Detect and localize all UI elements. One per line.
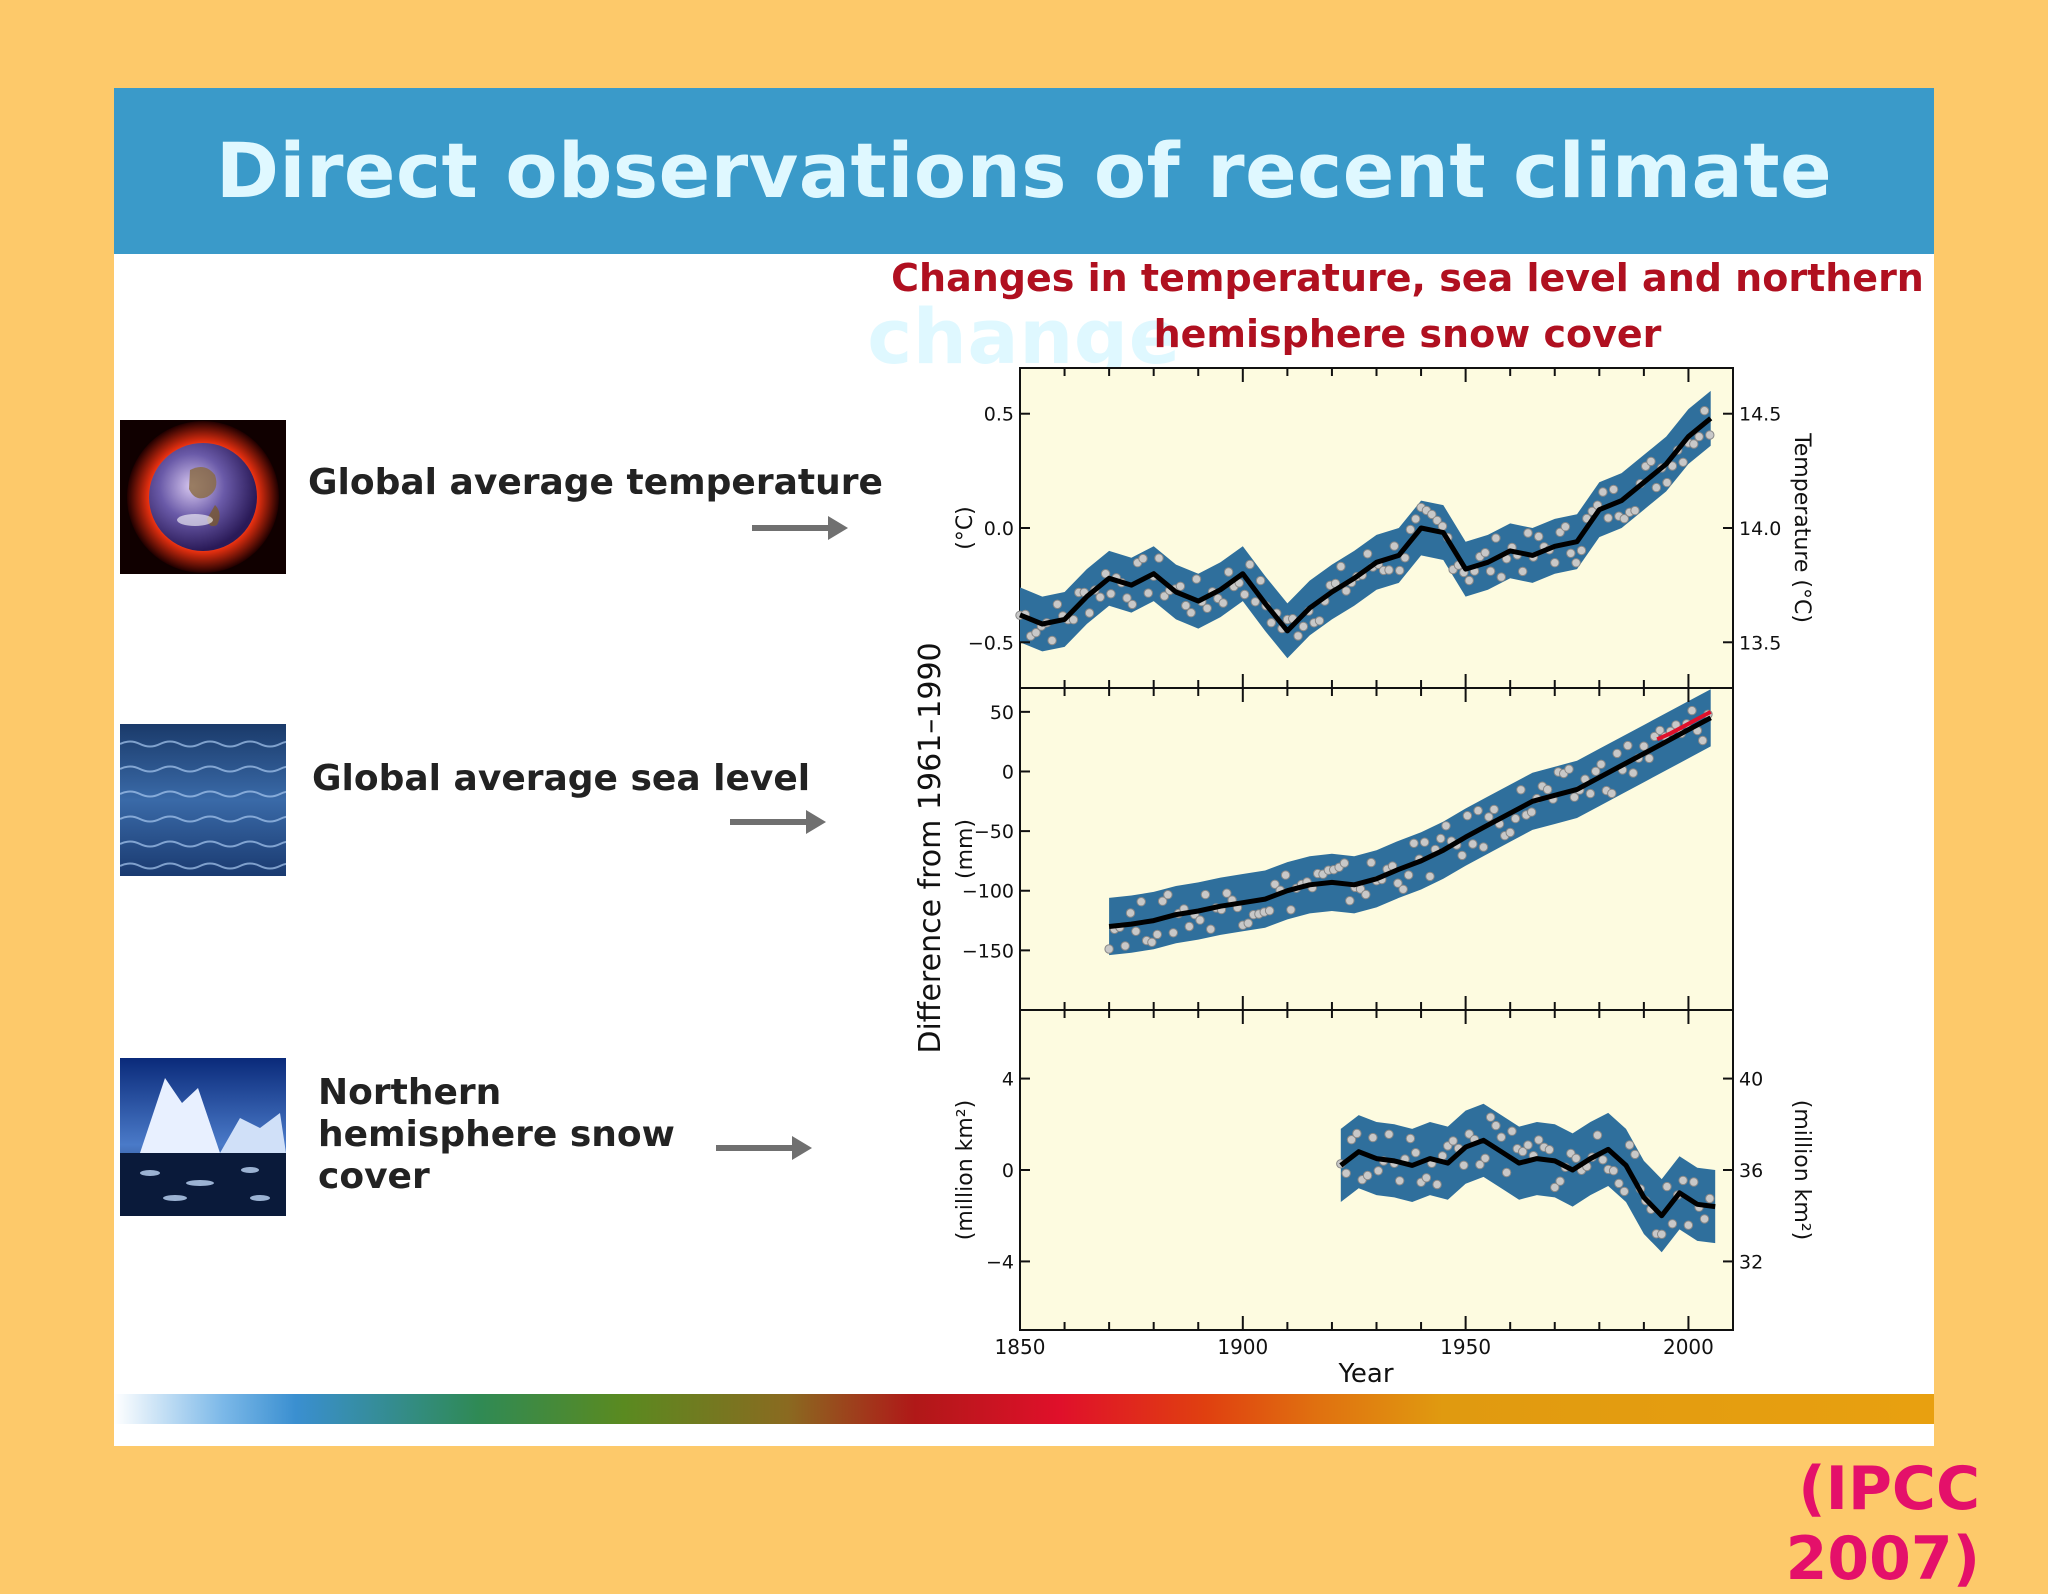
iceberg-image: [120, 1058, 286, 1216]
citation: (IPCC 2007): [1785, 1454, 1980, 1594]
title-bar: [114, 88, 1934, 254]
snow-cover-label: Northern hemisphere snow cover: [318, 1072, 675, 1197]
temperature-label: Global average temperature: [308, 462, 883, 503]
slide-title: Direct observations of recent climate ch…: [215, 126, 1833, 381]
arrow-right-icon: [752, 516, 848, 540]
sea-level-label: Global average sea level: [312, 758, 811, 799]
arrow-right-icon: [716, 1136, 812, 1160]
earth-heat-image: [120, 420, 286, 574]
bottom-color-stripe: [114, 1394, 1934, 1424]
chart-title: Changes in temperature, sea level and no…: [891, 256, 1924, 356]
arrow-right-icon: [730, 810, 826, 834]
ocean-water-image: [120, 724, 286, 876]
